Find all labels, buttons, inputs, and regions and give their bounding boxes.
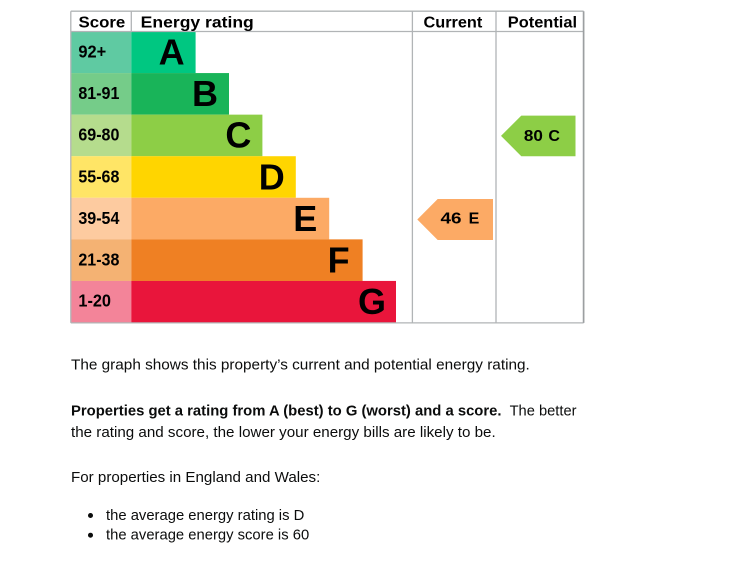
svg-text:92+: 92+ (78, 42, 106, 62)
svg-text:Score: Score (79, 15, 126, 32)
svg-text:C: C (225, 115, 251, 156)
svg-text:Potential: Potential (508, 15, 577, 32)
svg-text:21-38: 21-38 (78, 249, 119, 269)
svg-text:69-80: 69-80 (78, 125, 119, 145)
svg-text:81-91: 81-91 (78, 83, 119, 103)
svg-text:the average energy rating is D: the average energy rating is D (106, 507, 304, 524)
svg-text:39-54: 39-54 (78, 208, 119, 228)
svg-text:The graph shows this property’: The graph shows this property’s current … (71, 356, 530, 373)
svg-text:For properties in England and: For properties in England and Wales: (71, 469, 320, 486)
svg-text:G: G (358, 281, 386, 322)
svg-text:A: A (159, 32, 185, 73)
svg-text:the rating and score, the lowe: the rating and score, the lower your ene… (71, 424, 496, 441)
svg-text:the average energy score is 60: the average energy score is 60 (106, 527, 309, 544)
svg-text:Energy rating: Energy rating (141, 15, 254, 32)
svg-text:C: C (548, 128, 560, 145)
svg-text:E: E (469, 211, 480, 228)
svg-text:46: 46 (441, 211, 462, 228)
svg-text:The better: The better (510, 402, 577, 419)
svg-text:1-20: 1-20 (78, 291, 111, 311)
svg-text:Properties get a rating from A: Properties get a rating from A (best) to… (71, 402, 502, 419)
svg-text:Current: Current (424, 15, 483, 32)
svg-text:E: E (293, 198, 317, 239)
svg-text:B: B (192, 73, 218, 114)
svg-text:55-68: 55-68 (78, 166, 119, 186)
svg-text:D: D (259, 156, 285, 197)
svg-text:80: 80 (524, 128, 543, 145)
svg-text:F: F (328, 239, 350, 280)
